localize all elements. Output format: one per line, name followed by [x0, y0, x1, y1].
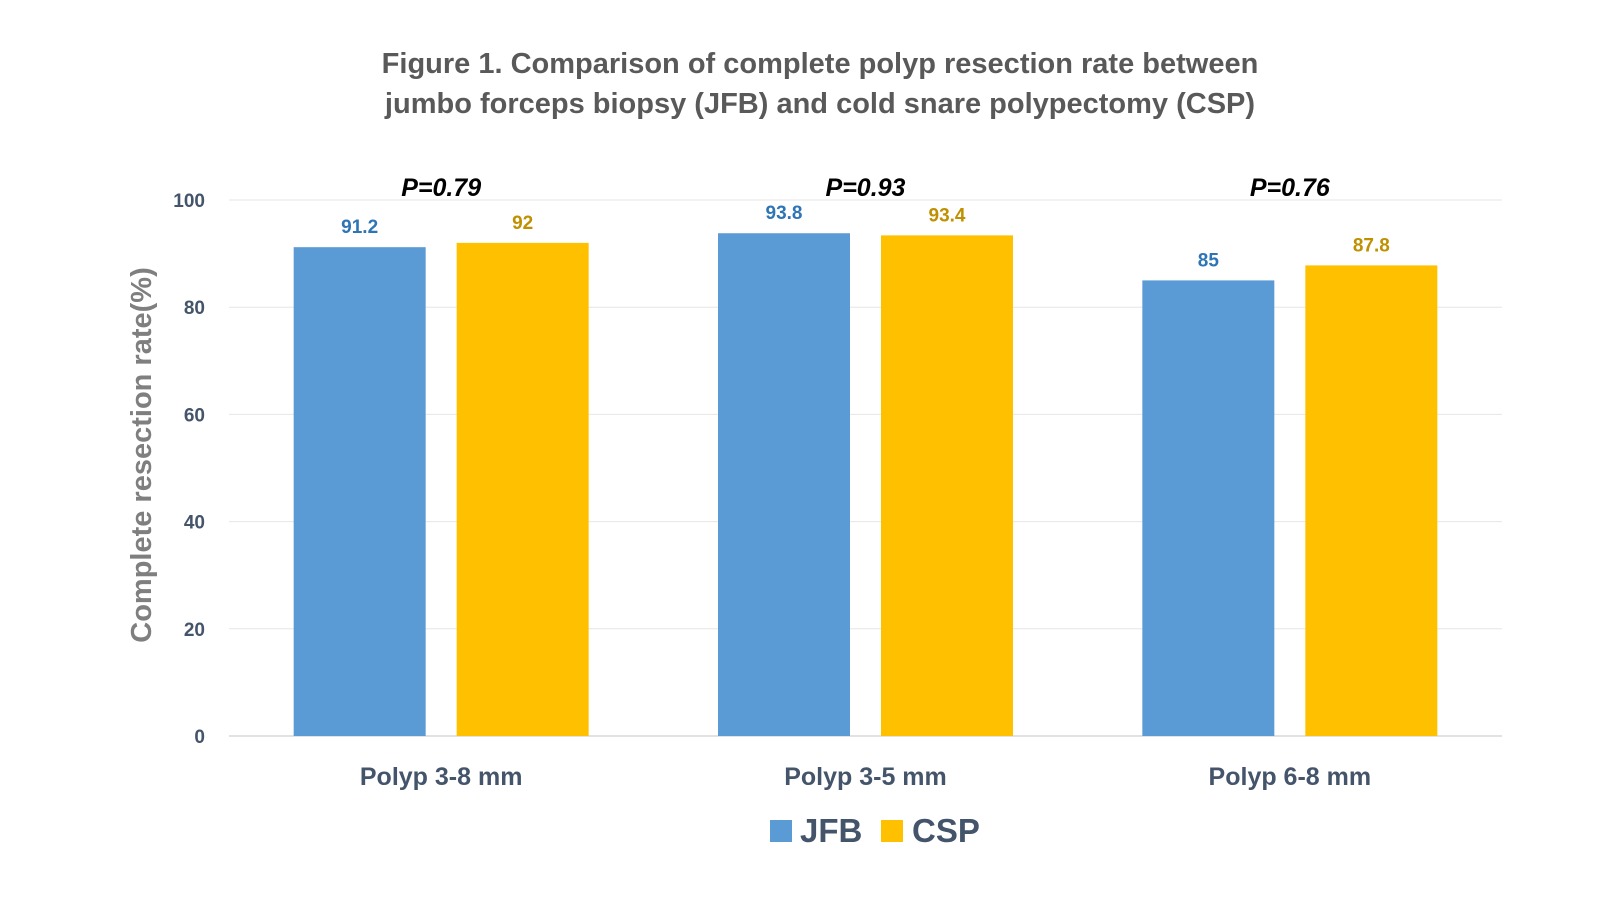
p-value-annotations: P=0.79 P=0.93 P=0.76 — [401, 174, 1331, 202]
y-tick-label: 40 — [184, 513, 205, 534]
data-label-csp-polyp-6-8-mm: 87.8 — [1353, 235, 1390, 256]
bars — [293, 233, 1438, 736]
data-label-jfb-polyp-6-8-mm: 85 — [1198, 250, 1220, 271]
bar-csp-polyp-3-5-mm — [881, 235, 1013, 736]
y-axis-label: Complete resection rate(%) — [126, 267, 158, 643]
p-value-polyp-3-8-mm: P=0.79 — [401, 174, 481, 202]
chart-title-line-1: Figure 1. Comparison of complete polyp r… — [382, 48, 1259, 80]
data-labels: 91.2 92 93.8 93.4 85 87.8 — [341, 203, 1390, 271]
p-value-polyp-6-8-mm: P=0.76 — [1250, 174, 1331, 202]
legend-label-jfb: JFB — [800, 812, 862, 849]
data-label-csp-polyp-3-8-mm: 92 — [512, 213, 533, 234]
y-tick-label: 60 — [184, 405, 205, 426]
gridlines — [229, 199, 1502, 737]
bar-csp-polyp-6-8-mm — [1305, 265, 1438, 736]
legend-swatch-csp — [881, 820, 903, 842]
y-tick-label: 100 — [173, 191, 205, 212]
bar-jfb-polyp-3-8-mm — [293, 247, 426, 736]
data-label-jfb-polyp-3-5-mm: 93.8 — [766, 203, 803, 224]
data-label-jfb-polyp-3-8-mm: 91.2 — [341, 217, 378, 238]
y-tick-label: 0 — [194, 727, 205, 748]
legend: JFB CSP — [770, 812, 980, 849]
data-label-csp-polyp-3-5-mm: 93.4 — [929, 205, 966, 226]
category-label-polyp-3-5-mm: Polyp 3-5 mm — [784, 763, 947, 791]
legend-swatch-jfb — [770, 820, 792, 842]
y-tick-label: 20 — [184, 620, 205, 641]
legend-label-csp: CSP — [912, 812, 980, 849]
y-tick-label: 80 — [184, 298, 205, 319]
bar-jfb-polyp-3-5-mm — [718, 233, 850, 736]
bar-jfb-polyp-6-8-mm — [1142, 280, 1275, 736]
y-tick-labels: 0 20 40 60 80 100 — [173, 191, 205, 748]
category-label-polyp-6-8-mm: Polyp 6-8 mm — [1209, 763, 1372, 791]
category-labels: Polyp 3-8 mm Polyp 3-5 mm Polyp 6-8 mm — [360, 763, 1371, 791]
p-value-polyp-3-5-mm: P=0.93 — [826, 174, 906, 202]
bar-csp-polyp-3-8-mm — [456, 242, 589, 736]
chart-title-line-2: jumbo forceps biopsy (JFB) and cold snar… — [384, 88, 1255, 120]
category-label-polyp-3-8-mm: Polyp 3-8 mm — [360, 763, 523, 791]
